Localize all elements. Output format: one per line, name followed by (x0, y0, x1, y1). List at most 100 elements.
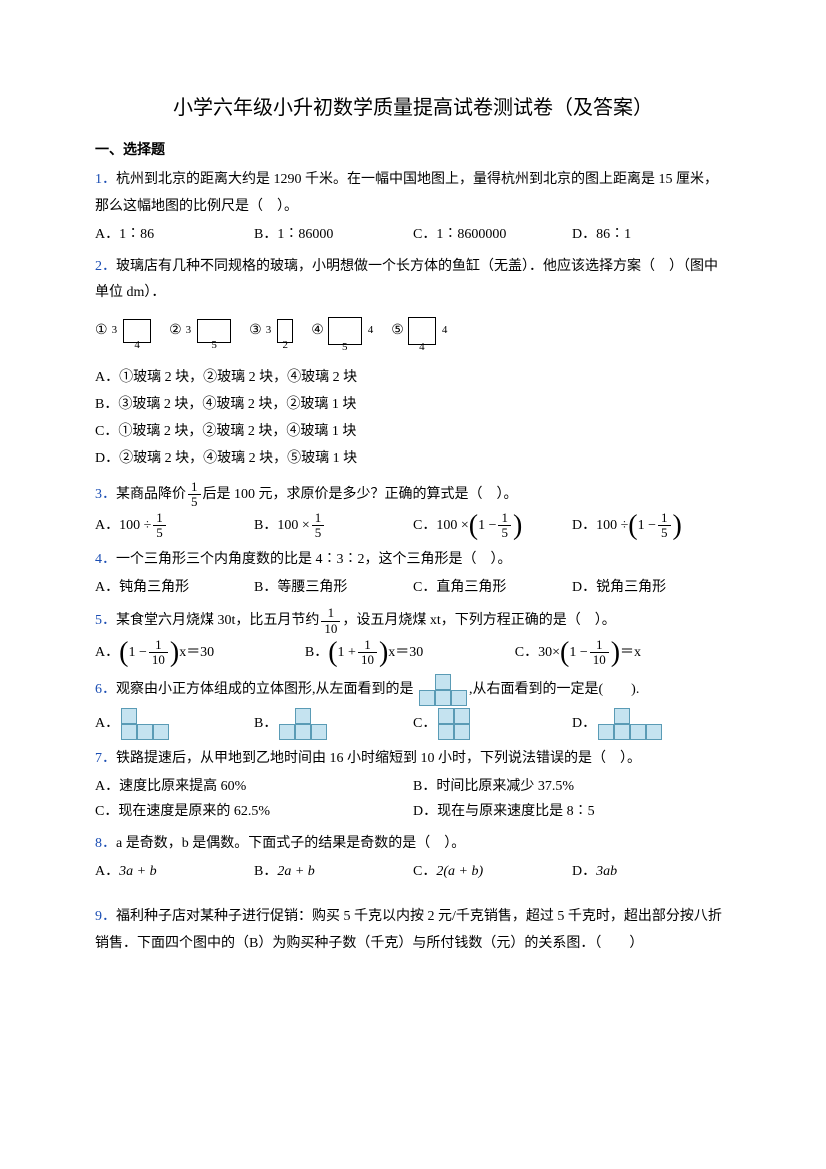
q6-optD: D． (572, 708, 731, 740)
q6-optC: C． (413, 708, 572, 740)
glass-1: ① 3 4 (95, 318, 151, 343)
q4-text: 4．一个三角形三个内角度数的比是 4∶3∶2，这个三角形是（ ）。 (95, 547, 731, 574)
q7-options: A．速度比原来提高 60% B．时间比原来减少 37.5% C．现在速度是原来的… (95, 774, 731, 824)
glass-5-w: 4 (419, 338, 425, 358)
q2-num: 2． (95, 259, 116, 274)
q4-options: A．钝角三角形 B．等腰三角形 C．直角三角形 D．锐角三角形 (95, 575, 731, 600)
q8-optD: D．3ab (572, 859, 731, 884)
q3-body-a: 某商品降价 (116, 487, 186, 502)
q8-text: 8．a 是奇数，b 是偶数。下面式子的结果是奇数的是（ ）。 (95, 831, 731, 858)
glass-1-h: 3 (112, 321, 118, 341)
glass-3-w: 2 (282, 336, 288, 356)
glass-4: ④ 5 4 (311, 317, 373, 345)
q5-options: A．(1 − 110)x＝30 B．(1 + 110)x＝30 C．30×(1 … (95, 638, 731, 668)
q6-options: A． B． C． D． (95, 708, 731, 740)
q3-body-b: 后是 100 元，求原价是多少？正确的算式是（ ）。 (203, 487, 518, 502)
q8-optA: A．3a + b (95, 859, 254, 884)
q8-optC: C．2(a + b) (413, 859, 572, 884)
q2-text: 2．玻璃店有几种不同规格的玻璃，小明想做一个长方体的鱼缸（无盖）．他应该选择方案… (95, 254, 731, 307)
page-title: 小学六年级小升初数学质量提高试卷测试卷（及答案） (95, 90, 731, 126)
section-heading: 一、选择题 (95, 138, 731, 163)
glass-3: ③ 3 2 (249, 318, 293, 343)
q6-num: 6． (95, 682, 116, 697)
q6-text: 6．观察由小正方体组成的立体图形,从左面看到的是 ,从右面看到的一定是( ). (95, 674, 731, 706)
q9-num: 9． (95, 909, 116, 924)
q5-num: 5． (95, 613, 116, 628)
q1-num: 1． (95, 172, 116, 187)
glass-5-label: ⑤ (391, 318, 404, 343)
q7-optC: C．现在速度是原来的 62.5% (95, 799, 413, 824)
q1-options: A．1∶86 B．1∶86000 C．1∶8600000 D．86∶1 (95, 222, 731, 247)
q2-optB: B．③玻璃 2 块，④玻璃 2 块，②玻璃 1 块 (95, 392, 731, 417)
q4-optA: A．钝角三角形 (95, 575, 254, 600)
glass-4-w: 5 (342, 338, 348, 358)
question-2: 2．玻璃店有几种不同规格的玻璃，小明想做一个长方体的鱼缸（无盖）．他应该选择方案… (95, 254, 731, 474)
q3-frac: 15 (188, 480, 201, 510)
q8-num: 8． (95, 836, 116, 851)
glass-1-w: 4 (134, 336, 140, 356)
q3-options: A．100 ÷ 15 B．100 × 15 C．100 × (1 − 15) D… (95, 511, 731, 541)
q1-optA: A．1∶86 (95, 222, 254, 247)
q4-optB: B．等腰三角形 (254, 575, 413, 600)
question-8: 8．a 是奇数，b 是偶数。下面式子的结果是奇数的是（ ）。 A．3a + b … (95, 831, 731, 885)
q2-body: 玻璃店有几种不同规格的玻璃，小明想做一个长方体的鱼缸（无盖）．他应该选择方案（ … (95, 259, 718, 301)
q6-optA: A． (95, 708, 254, 740)
q5-text: 5．某食堂六月烧煤 30t，比五月节约110，设五月烧煤 xt，下列方程正确的是… (95, 606, 731, 636)
q2-optA: A．①玻璃 2 块，②玻璃 2 块，④玻璃 2 块 (95, 365, 731, 390)
q2-optD: D．②玻璃 2 块，④玻璃 2 块，⑤玻璃 1 块 (95, 446, 731, 471)
glass-1-box: 4 (123, 319, 151, 343)
q3-num: 3． (95, 487, 116, 502)
glass-2-label: ② (169, 318, 182, 343)
q9-text: 9．福利种子店对某种子进行促销：购买 5 千克以内按 2 元/千克销售，超过 5… (95, 904, 731, 957)
q2-optC: C．①玻璃 2 块，②玻璃 2 块，④玻璃 1 块 (95, 419, 731, 444)
q7-optD: D．现在与原来速度比是 8∶5 (413, 799, 731, 824)
q6-left-view (419, 674, 467, 706)
q5-body-b: ，设五月烧煤 xt，下列方程正确的是（ ）。 (342, 613, 615, 628)
glass-4-box: 5 (328, 317, 362, 345)
q1-optB: B．1∶86000 (254, 222, 413, 247)
glass-diagrams: ① 3 4 ② 3 5 ③ 3 2 ④ 5 4 (95, 317, 731, 345)
q1-optD: D．86∶1 (572, 222, 731, 247)
glass-2-w: 5 (211, 336, 217, 356)
q8-body: a 是奇数，b 是偶数。下面式子的结果是奇数的是（ ）。 (116, 836, 465, 851)
q3-optC: C．100 × (1 − 15) (413, 511, 572, 541)
q2-options: A．①玻璃 2 块，②玻璃 2 块，④玻璃 2 块 B．③玻璃 2 块，④玻璃 … (95, 365, 731, 474)
glass-3-h: 3 (266, 321, 272, 341)
q7-num: 7． (95, 751, 116, 766)
q4-optD: D．锐角三角形 (572, 575, 731, 600)
q8-optB: B．2a + b (254, 859, 413, 884)
q1-body: 杭州到北京的距离大约是 1290 千米。在一幅中国地图上，量得杭州到北京的图上距… (95, 172, 718, 214)
q7-optB: B．时间比原来减少 37.5% (413, 774, 731, 799)
glass-2-box: 5 (197, 319, 231, 343)
glass-3-label: ③ (249, 318, 262, 343)
q6-body-a: 观察由小正方体组成的立体图形,从左面看到的是 (116, 682, 414, 697)
q5-frac: 110 (321, 606, 340, 636)
q1-text: 1．杭州到北京的距离大约是 1290 千米。在一幅中国地图上，量得杭州到北京的图… (95, 167, 731, 220)
q7-body: 铁路提速后，从甲地到乙地时间由 16 小时缩短到 10 小时，下列说法错误的是（… (116, 751, 641, 766)
q6-body-b: ,从右面看到的一定是( ). (469, 682, 639, 697)
q5-optC: C．30×(1 − 110)＝x (515, 638, 725, 668)
q3-optB: B．100 × 15 (254, 511, 413, 541)
q4-num: 4． (95, 552, 116, 567)
glass-2: ② 3 5 (169, 318, 231, 343)
question-5: 5．某食堂六月烧煤 30t，比五月节约110，设五月烧煤 xt，下列方程正确的是… (95, 606, 731, 667)
q3-optA: A．100 ÷ 15 (95, 511, 254, 541)
q5-optB: B．(1 + 110)x＝30 (305, 638, 515, 668)
glass-5: ⑤ 4 4 (391, 317, 447, 345)
q7-optA: A．速度比原来提高 60% (95, 774, 413, 799)
q9-body: 福利种子店对某种子进行促销：购买 5 千克以内按 2 元/千克销售，超过 5 千… (95, 909, 722, 951)
glass-4-label: ④ (311, 318, 324, 343)
question-9: 9．福利种子店对某种子进行促销：购买 5 千克以内按 2 元/千克销售，超过 5… (95, 904, 731, 957)
question-3: 3．某商品降价15后是 100 元，求原价是多少？正确的算式是（ ）。 A．10… (95, 480, 731, 541)
glass-1-label: ① (95, 318, 108, 343)
glass-4-h: 4 (368, 321, 374, 341)
glass-5-box: 4 (408, 317, 436, 345)
question-1: 1．杭州到北京的距离大约是 1290 千米。在一幅中国地图上，量得杭州到北京的图… (95, 167, 731, 247)
q7-text: 7．铁路提速后，从甲地到乙地时间由 16 小时缩短到 10 小时，下列说法错误的… (95, 746, 731, 773)
q5-optA: A．(1 − 110)x＝30 (95, 638, 305, 668)
q1-optC: C．1∶8600000 (413, 222, 572, 247)
question-6: 6．观察由小正方体组成的立体图形,从左面看到的是 ,从右面看到的一定是( ). … (95, 674, 731, 740)
q4-body: 一个三角形三个内角度数的比是 4∶3∶2，这个三角形是（ ）。 (116, 552, 512, 567)
q8-options: A．3a + b B．2a + b C．2(a + b) D．3ab (95, 859, 731, 884)
glass-2-h: 3 (186, 321, 192, 341)
